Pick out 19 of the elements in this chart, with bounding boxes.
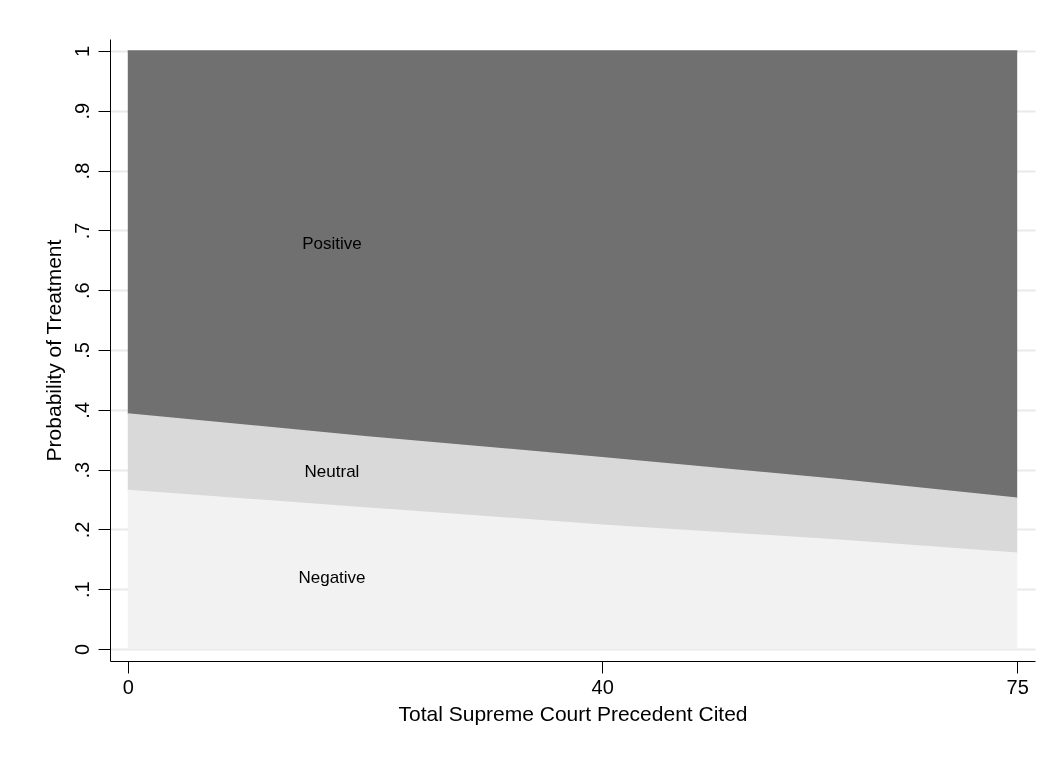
y-tick-label: .7 xyxy=(70,222,93,240)
series-label: Neutral xyxy=(304,462,360,482)
y-tick-label: 0 xyxy=(70,643,93,656)
y-tick-label: .1 xyxy=(70,581,93,599)
y-tick-label: .6 xyxy=(70,282,93,300)
y-tick-label: .2 xyxy=(70,521,93,539)
x-tick-label: 40 xyxy=(591,675,614,698)
series-label: Negative xyxy=(298,568,366,588)
y-tick-label: .4 xyxy=(70,401,93,419)
series-label: Positive xyxy=(302,233,362,253)
x-tick-label: 0 xyxy=(122,675,134,698)
y-tick-label: .8 xyxy=(70,162,93,180)
x-tick-label: 75 xyxy=(1006,675,1029,698)
y-axis-title: Probability of Treatment xyxy=(41,239,65,462)
y-tick-label: 1 xyxy=(70,45,93,58)
y-tick-label: .9 xyxy=(70,102,93,120)
x-axis-title: Total Supreme Court Precedent Cited xyxy=(398,701,748,725)
y-tick-label: .5 xyxy=(70,342,93,359)
y-tick-label: .3 xyxy=(70,461,93,479)
